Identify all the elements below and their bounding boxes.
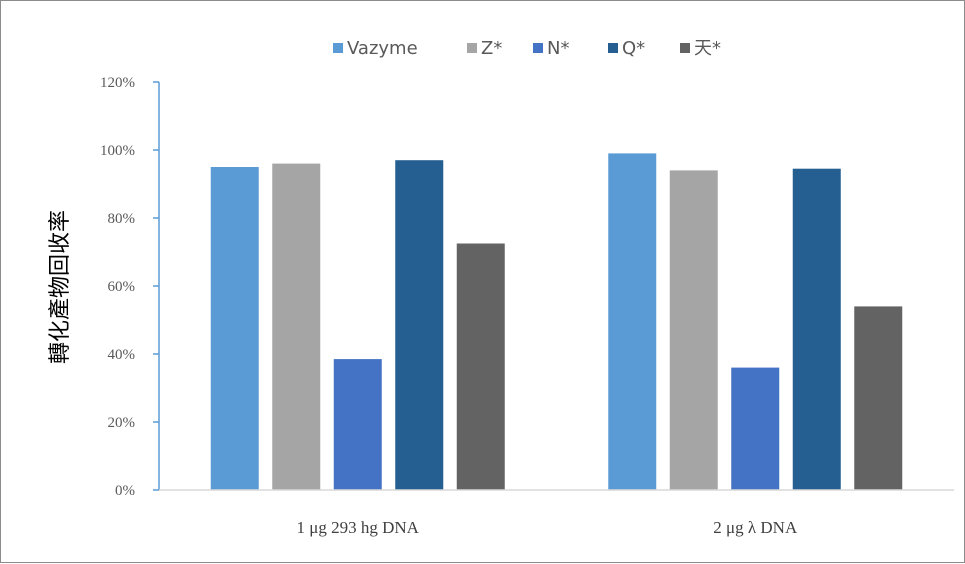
x-category-label: 2 μg λ DNA	[713, 518, 798, 537]
y-tick-label: 0%	[115, 483, 135, 499]
y-tick-label: 80%	[108, 211, 136, 227]
bar	[395, 160, 444, 490]
legend-label: 天*	[694, 38, 721, 59]
bar	[854, 306, 903, 490]
legend-swatch	[333, 43, 343, 53]
legend-label: N*	[547, 38, 569, 59]
y-tick-label: 100%	[100, 143, 135, 159]
y-tick-label: 120%	[100, 75, 135, 91]
y-tick-label: 40%	[108, 347, 136, 363]
legend-label: Q*	[622, 38, 645, 59]
x-category-label: 1 μg 293 hg DNA	[297, 518, 420, 537]
legend-label: Z*	[481, 38, 502, 59]
legend-swatch	[533, 43, 543, 53]
y-tick-label: 20%	[108, 415, 136, 431]
x-axis: 1 μg 293 hg DNA 2 μg λ DNA	[159, 489, 954, 537]
bar	[608, 153, 657, 490]
bar	[731, 367, 780, 490]
y-tick-label: 60%	[108, 279, 136, 295]
bars	[210, 153, 903, 490]
legend-swatch	[608, 43, 618, 53]
legend-label: Vazyme	[347, 38, 418, 59]
y-axis-label: 轉化產物回收率	[48, 210, 73, 364]
bar	[456, 243, 505, 490]
legend-swatch	[680, 43, 690, 53]
bar	[792, 168, 841, 490]
bar	[333, 359, 382, 490]
y-axis: 0% 20% 40% 60% 80% 100% 120%	[100, 75, 160, 499]
bar	[669, 170, 718, 490]
legend-swatch	[467, 43, 477, 53]
bar	[272, 163, 321, 490]
bar	[210, 167, 259, 490]
legend: Vazyme Z* N* Q* 天*	[333, 38, 721, 59]
